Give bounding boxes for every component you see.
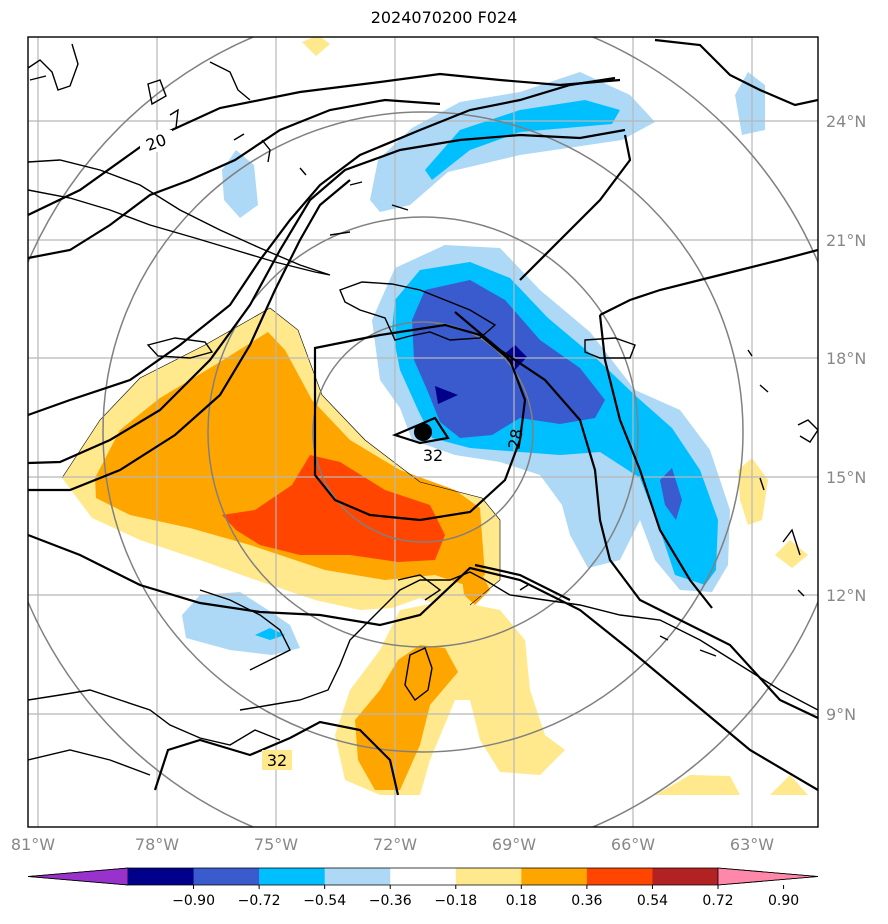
lon-label: 81°W [11, 835, 55, 854]
colorbar-outline [27, 867, 819, 886]
negative-anomaly-shading [182, 72, 765, 655]
colorbar: −0.90 −0.72 −0.54 −0.36 −0.18 0.18 0.36 0.54 0.7… [27, 867, 819, 909]
colorbar-label: −0.72 [238, 893, 281, 909]
colorbar-label: 0.36 [571, 893, 602, 909]
colorbar-swatch [259, 868, 326, 885]
storm-center-marker [414, 423, 432, 441]
colorbar-label: −0.90 [172, 893, 215, 909]
lon-label: 75°W [254, 835, 298, 854]
contour-lines [28, 38, 818, 796]
colorbar-extend-high [717, 867, 819, 886]
lon-label: 69°W [492, 835, 536, 854]
lat-label: 18°N [826, 349, 866, 368]
colorbar-label: 0.54 [637, 893, 668, 909]
colorbar-swatch [324, 868, 391, 885]
colorbar-extend-low [27, 867, 129, 886]
lat-label: 21°N [826, 231, 866, 250]
contour-label-32: 32 [423, 446, 443, 465]
contour-label-28: 28 [504, 427, 526, 450]
colorbar-label: −0.36 [369, 893, 412, 909]
positive-anomaly-shading [62, 37, 808, 795]
map-frame [27, 36, 819, 828]
colorbar-swatch [455, 868, 522, 885]
colorbar-swatch [128, 868, 195, 885]
lon-label: 66°W [611, 835, 655, 854]
colorbar-swatch [652, 868, 719, 885]
map-area: 20 32 28 32 [28, 37, 818, 827]
lon-label: 72°W [373, 835, 417, 854]
colorbar-label: 0.18 [506, 893, 537, 909]
contour-label-32-south: 32 [267, 751, 287, 770]
colorbar-swatch [193, 868, 260, 885]
lat-label: 24°N [826, 112, 866, 131]
lat-label: 12°N [826, 586, 866, 605]
colorbar-swatch [521, 868, 588, 885]
lon-label: 63°W [730, 835, 774, 854]
colorbar-swatch [390, 868, 457, 885]
longitude-labels: 81°W 78°W 75°W 72°W 69°W 66°W 63°W [11, 835, 774, 854]
colorbar-label: 0.72 [702, 893, 733, 909]
colorbar-label: −0.18 [434, 893, 477, 909]
lon-label: 78°W [135, 835, 179, 854]
latitude-labels: 24°N 21°N 18°N 15°N 12°N 9°N [826, 112, 866, 724]
colorbar-swatch [586, 868, 653, 885]
colorbar-label: −0.54 [303, 893, 346, 909]
lat-label: 15°N [826, 468, 866, 487]
lat-label: 9°N [826, 705, 856, 724]
range-rings [28, 37, 818, 827]
colorbar-label: 0.90 [768, 893, 799, 909]
map-title: 2024070200 F024 [370, 8, 518, 27]
